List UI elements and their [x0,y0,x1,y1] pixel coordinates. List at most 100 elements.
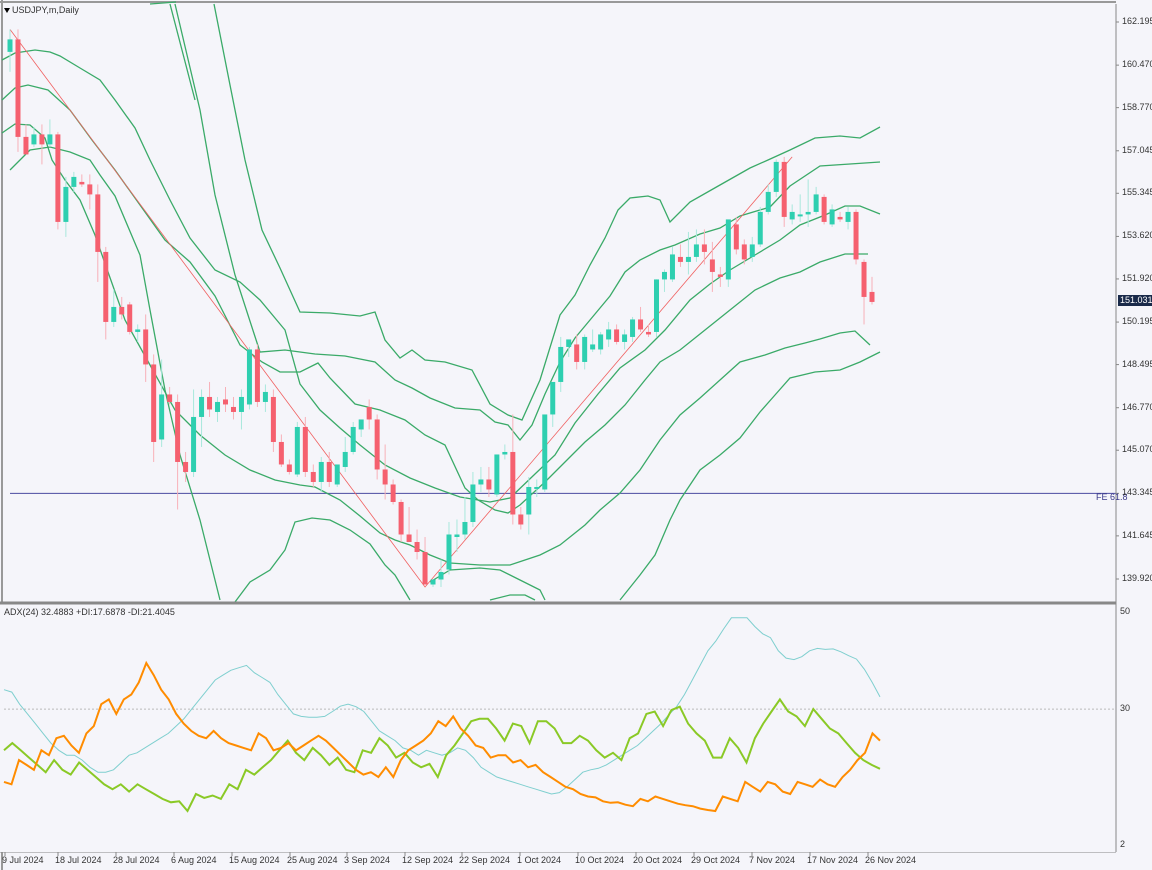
bear-candle[interactable] [374,419,380,470]
bear-candle[interactable] [821,196,827,222]
bear-candle[interactable] [422,551,428,585]
bull-candle[interactable] [797,214,803,217]
bear-candle[interactable] [23,136,29,155]
bull-candle[interactable] [685,256,691,262]
bear-candle[interactable] [717,274,723,277]
bull-candle[interactable] [342,451,348,467]
bull-candle[interactable] [789,211,795,220]
bear-candle[interactable] [15,39,21,137]
bull-candle[interactable] [159,394,165,440]
bear-candle[interactable] [518,514,524,525]
triangle-down-icon[interactable] [4,8,10,14]
bear-candle[interactable] [741,244,747,260]
bull-candle[interactable] [558,346,564,382]
bull-candle[interactable] [526,486,532,515]
bull-candle[interactable] [845,211,851,222]
bull-candle[interactable] [749,244,755,257]
bull-candle[interactable] [765,191,771,212]
bear-candle[interactable] [861,261,867,297]
bull-candle[interactable] [215,401,221,412]
bull-candle[interactable] [654,279,659,332]
bear-candle[interactable] [646,331,652,335]
bull-candle[interactable] [534,486,540,489]
fibonacci-trendline[interactable] [9,29,793,588]
bear-candle[interactable] [366,406,372,420]
bear-candle[interactable] [278,441,284,465]
bear-candle[interactable] [223,399,228,405]
bull-candle[interactable] [805,211,811,215]
bull-candle[interactable] [294,426,300,475]
bear-candle[interactable] [151,364,157,442]
bear-candle[interactable] [143,329,149,365]
bull-candle[interactable] [550,381,556,415]
bear-candle[interactable] [302,426,308,472]
bear-candle[interactable] [382,469,388,485]
bear-candle[interactable] [326,461,332,482]
bear-candle[interactable] [270,396,276,442]
bear-candle[interactable] [701,244,707,252]
bear-candle[interactable] [230,406,236,412]
bear-candle[interactable] [183,461,189,472]
bull-candle[interactable] [590,344,596,350]
bull-candle[interactable] [478,479,484,485]
bear-candle[interactable] [286,464,292,472]
bull-candle[interactable] [446,534,452,570]
bear-candle[interactable] [119,306,125,315]
bear-candle[interactable] [510,451,516,515]
bear-candle[interactable] [175,401,181,462]
bull-candle[interactable] [350,426,356,452]
bull-candle[interactable] [606,329,612,340]
bull-candle[interactable] [470,484,476,522]
bull-candle[interactable] [829,209,835,225]
bull-candle[interactable] [813,194,819,212]
bull-candle[interactable] [462,521,468,535]
bull-candle[interactable] [630,319,636,337]
bull-candle[interactable] [725,219,731,280]
bear-candle[interactable] [869,291,875,302]
bear-candle[interactable] [614,329,620,342]
bear-candle[interactable] [709,259,715,272]
bull-candle[interactable] [63,186,69,222]
bull-candle[interactable] [191,416,197,472]
bear-candle[interactable] [414,541,420,552]
bull-candle[interactable] [334,464,340,485]
bear-candle[interactable] [677,256,683,262]
bull-candle[interactable] [358,419,364,430]
bull-candle[interactable] [47,134,53,145]
bear-candle[interactable] [638,319,644,330]
bear-candle[interactable] [781,161,787,217]
bear-candle[interactable] [837,216,843,220]
bear-candle[interactable] [127,304,133,332]
bull-candle[interactable] [7,39,13,52]
bull-candle[interactable] [111,306,117,322]
bull-candle[interactable] [582,336,588,362]
bull-candle[interactable] [661,271,667,280]
bull-candle[interactable] [430,579,436,585]
bull-candle[interactable] [438,571,444,580]
bull-candle[interactable] [454,534,460,537]
bull-candle[interactable] [773,161,779,192]
bull-candle[interactable] [622,334,628,342]
bull-candle[interactable] [246,349,252,405]
bull-candle[interactable] [199,396,205,417]
bull-candle[interactable] [502,451,508,455]
bear-candle[interactable] [390,484,396,502]
bull-candle[interactable] [669,254,675,280]
bull-candle[interactable] [757,211,763,245]
bear-candle[interactable] [733,224,739,250]
bear-candle[interactable] [167,394,173,402]
bear-candle[interactable] [207,396,213,410]
bull-candle[interactable] [494,454,500,495]
bull-candle[interactable] [542,414,548,490]
bull-candle[interactable] [262,391,268,402]
bear-candle[interactable] [406,534,412,542]
bull-candle[interactable] [238,396,244,412]
bear-candle[interactable] [398,501,404,535]
bear-candle[interactable] [310,471,316,482]
bear-candle[interactable] [103,251,109,322]
bull-candle[interactable] [598,334,604,350]
bull-candle[interactable] [693,244,699,257]
bear-candle[interactable] [95,194,101,252]
bear-candle[interactable] [79,181,85,185]
